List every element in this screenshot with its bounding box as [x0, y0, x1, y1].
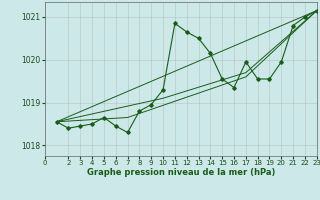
X-axis label: Graphe pression niveau de la mer (hPa): Graphe pression niveau de la mer (hPa) [87, 168, 275, 177]
